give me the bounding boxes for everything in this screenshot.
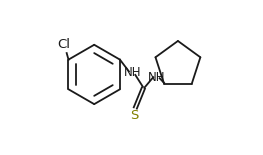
Text: NH: NH [124,66,141,79]
Text: Cl: Cl [57,38,70,51]
Text: NH: NH [148,71,165,84]
Text: S: S [130,109,138,122]
